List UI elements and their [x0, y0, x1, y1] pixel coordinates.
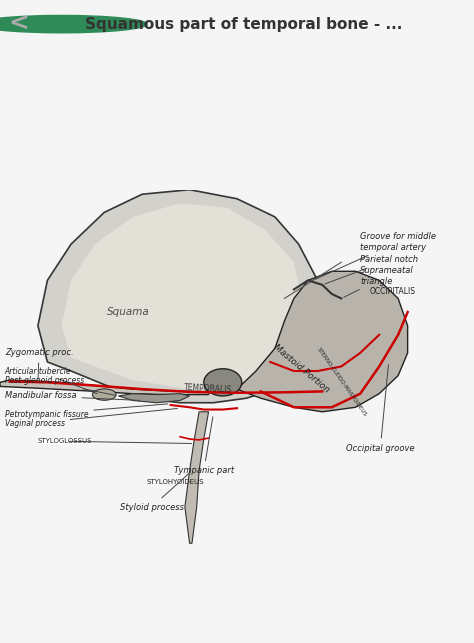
Text: OCCIPITALIS: OCCIPITALIS [370, 287, 416, 296]
Text: STYLOHYOIDEUS: STYLOHYOIDEUS [146, 479, 204, 485]
Polygon shape [38, 190, 322, 403]
Text: Post-glenoid process: Post-glenoid process [5, 377, 116, 395]
Text: Squama: Squama [107, 307, 149, 317]
Text: Petrotympanic fissure: Petrotympanic fissure [5, 404, 168, 419]
Text: STERNO-CLEIDO-MASTOIDEUS: STERNO-CLEIDO-MASTOIDEUS [316, 347, 367, 418]
Text: Mastoid Portion: Mastoid Portion [271, 343, 331, 395]
Text: TEMPORALIS: TEMPORALIS [184, 383, 233, 395]
Text: Groove for middle
temporal artery: Groove for middle temporal artery [315, 232, 436, 279]
Text: Vaginal process: Vaginal process [5, 408, 177, 428]
Ellipse shape [92, 389, 116, 400]
Ellipse shape [204, 368, 242, 396]
Text: STYLOGLOSSUS: STYLOGLOSSUS [38, 439, 92, 444]
Text: Tympanic part: Tympanic part [174, 417, 234, 475]
Text: Styloid process: Styloid process [119, 473, 190, 511]
Text: Zygomatic proc.: Zygomatic proc. [5, 349, 73, 379]
Text: Occipital groove: Occipital groove [346, 365, 415, 453]
Text: Mandibular fossa: Mandibular fossa [5, 392, 139, 401]
Text: <: < [9, 12, 29, 36]
Text: Parietal notch: Parietal notch [325, 255, 418, 284]
Text: Articular tubercle: Articular tubercle [5, 367, 97, 394]
Polygon shape [237, 271, 408, 412]
Text: Squamous part of temporal bone - ...: Squamous part of temporal bone - ... [85, 17, 403, 32]
Circle shape [0, 15, 147, 33]
Polygon shape [62, 203, 303, 389]
Polygon shape [185, 412, 209, 543]
Polygon shape [118, 394, 190, 403]
Polygon shape [0, 380, 209, 395]
Text: Suprameatal
triangle: Suprameatal triangle [344, 266, 414, 297]
